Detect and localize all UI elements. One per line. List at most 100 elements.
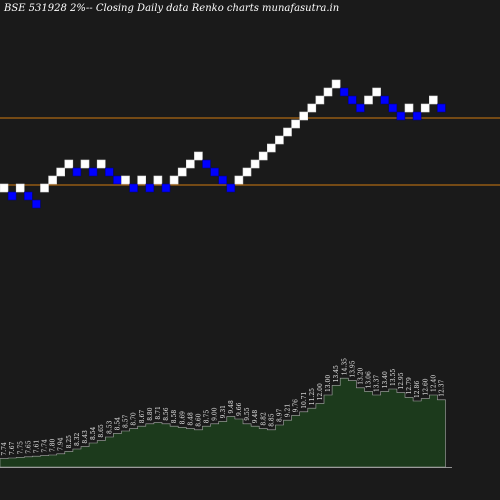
down-brick	[339, 87, 349, 97]
volume-label: 13.37	[374, 375, 381, 392]
up-brick	[169, 175, 179, 185]
down-brick	[388, 103, 398, 113]
volume-label: 14.35	[341, 358, 348, 375]
volume-area	[0, 377, 452, 468]
volume-label: 8.48	[187, 412, 194, 426]
down-brick	[145, 183, 155, 193]
volume-label: 13.45	[333, 365, 340, 382]
volume-label: 8.25	[66, 435, 73, 449]
volume-label: 12.60	[422, 378, 429, 395]
down-brick	[356, 103, 365, 113]
down-brick	[129, 183, 138, 193]
down-brick	[396, 111, 406, 121]
chart-title: BSE 531928 2%-- Closing Daily data Renko…	[3, 3, 339, 14]
up-brick	[177, 167, 187, 177]
down-brick	[32, 199, 41, 209]
down-brick	[7, 191, 17, 201]
down-brick	[72, 167, 82, 177]
up-brick	[372, 87, 381, 97]
volume-label: 8.65	[98, 424, 105, 438]
volume-label: 8.53	[106, 420, 113, 434]
up-brick	[404, 103, 414, 113]
up-brick	[258, 151, 268, 161]
volume-label: 8.58	[171, 410, 178, 424]
up-brick	[291, 119, 300, 129]
volume-label: 8.54	[90, 426, 97, 440]
renko-bricks	[0, 79, 446, 209]
volume-label: 8.75	[204, 410, 211, 424]
volume-label: 7.75	[17, 441, 24, 455]
down-brick	[161, 183, 171, 193]
volume-label: 13.20	[357, 367, 364, 384]
up-brick	[137, 175, 146, 185]
volume-label: 8.60	[195, 413, 202, 427]
up-brick	[266, 143, 276, 153]
up-brick	[121, 175, 130, 185]
volume-label: 11.25	[309, 388, 316, 405]
down-brick	[210, 167, 219, 177]
down-brick	[113, 175, 122, 185]
volume-label: 8.71	[155, 406, 162, 419]
volume-label: 8.80	[147, 407, 154, 421]
volume-label: 9.55	[244, 407, 251, 421]
volume-label: 8.82	[260, 412, 267, 426]
up-brick	[307, 103, 317, 113]
up-brick	[420, 103, 430, 113]
volume-label: 7.65	[25, 440, 32, 454]
volume-label: 13.95	[349, 360, 356, 377]
volume-labels: 7.74 7.67 7.75 7.65 7.61 7.74 7.80 7.94 8.25 8.32…	[1, 358, 445, 456]
volume-label: 9.48	[228, 400, 235, 414]
up-brick	[299, 111, 309, 121]
volume-label: 12.95	[398, 372, 405, 389]
volume-label: 9.76	[293, 399, 300, 413]
volume-label: 12.00	[317, 383, 324, 400]
down-brick	[105, 167, 114, 177]
volume-label: 9.31	[220, 405, 227, 418]
volume-label: 9.66	[236, 402, 243, 416]
up-brick	[364, 95, 373, 105]
volume-label: 13.00	[325, 375, 332, 392]
volume-label: 12.37	[438, 379, 445, 396]
up-brick	[234, 175, 244, 185]
volume-label: 10.71	[301, 392, 308, 409]
up-brick	[48, 175, 57, 185]
volume-label: 13.40	[382, 371, 389, 388]
volume-label: 8.57	[123, 414, 130, 428]
volume-bars	[0, 377, 446, 468]
volume-label: 9.21	[285, 404, 292, 417]
volume-label: 8.69	[179, 411, 186, 425]
up-brick	[15, 183, 25, 193]
down-brick	[412, 111, 422, 121]
up-brick	[331, 79, 341, 89]
volume-label: 7.94	[58, 437, 65, 451]
down-brick	[23, 191, 33, 201]
volume-label: 8.67	[139, 410, 146, 424]
volume-label: 7.80	[50, 438, 57, 452]
down-brick	[437, 103, 446, 113]
down-brick	[88, 167, 98, 177]
volume-label: 8.85	[268, 413, 275, 427]
volume-label: 8.32	[74, 432, 81, 446]
volume-label: 8.43	[82, 430, 89, 444]
up-brick	[242, 167, 252, 177]
volume-label: 8.56	[163, 407, 170, 421]
up-brick	[0, 183, 9, 193]
up-brick	[428, 95, 438, 105]
up-brick	[275, 135, 284, 145]
volume-label: 9.48	[252, 410, 259, 424]
down-brick	[218, 175, 227, 185]
volume-label: 12.86	[414, 381, 421, 398]
up-brick	[323, 87, 333, 97]
volume-label: 13.55	[390, 369, 397, 386]
volume-label: 7.74	[42, 439, 49, 453]
down-brick	[347, 95, 357, 105]
up-brick	[250, 159, 260, 169]
volume-label: 9.00	[212, 407, 219, 421]
up-brick	[283, 127, 292, 137]
volume-label: 13.06	[366, 371, 373, 388]
up-brick	[56, 167, 66, 177]
down-brick	[202, 159, 211, 169]
volume-label: 7.74	[1, 442, 8, 456]
up-brick	[153, 175, 163, 185]
